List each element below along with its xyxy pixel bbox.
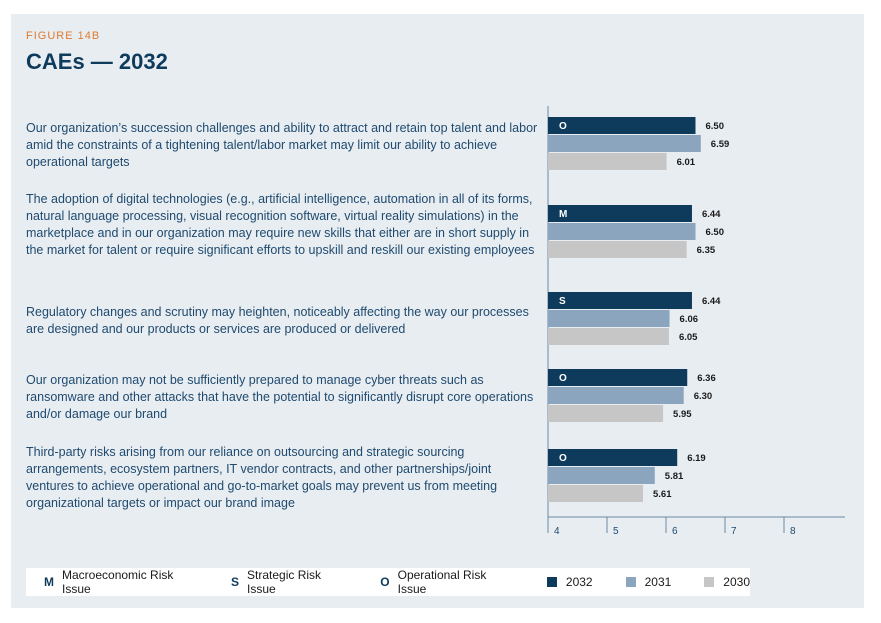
- legend: M Macroeconomic Risk Issue S Strategic R…: [26, 568, 750, 596]
- bar-2031: [548, 135, 701, 152]
- bar-2032: [548, 369, 688, 386]
- legend-year: 2032: [565, 575, 593, 589]
- legend-swatch-2030: [704, 577, 715, 587]
- x-tick-label: 4: [554, 526, 560, 537]
- x-tick-label: 5: [613, 526, 619, 537]
- legend-code: O: [380, 575, 390, 589]
- data-label: 6.06: [680, 314, 699, 325]
- legend-swatch-2032: [546, 577, 557, 587]
- chart-title: CAEs — 2032: [26, 49, 168, 74]
- risk-label-2: The adoption of digital technologies (e.…: [26, 192, 535, 257]
- legend-item-strategic: S Strategic Risk Issue: [231, 568, 348, 596]
- data-label: 6.36: [697, 373, 716, 384]
- risk-label-5: Third-party risks arising from our relia…: [26, 445, 498, 510]
- risk-label-1: Our organization’s succession challenges…: [26, 121, 538, 169]
- legend-item-2031: 2031: [625, 575, 672, 589]
- legend-code: M: [44, 575, 54, 589]
- data-label: 5.61: [653, 489, 672, 500]
- bar-2031: [548, 387, 684, 404]
- legend-item-macroeconomic: M Macroeconomic Risk Issue: [44, 568, 199, 596]
- legend-year: 2031: [644, 575, 672, 589]
- data-label: 6.44: [702, 296, 721, 307]
- bar-2031: [548, 310, 670, 327]
- legend-label: Operational Risk Issue: [397, 568, 487, 596]
- risk-code-label: O: [559, 373, 567, 384]
- legend-item-operational: O Operational Risk Issue: [380, 568, 513, 596]
- x-tick-label: 8: [790, 526, 796, 537]
- bar-2032: [548, 117, 696, 134]
- bar-2030: [548, 153, 667, 170]
- data-label: 6.50: [706, 121, 725, 132]
- bar-2030: [548, 241, 687, 258]
- data-label: 6.50: [706, 227, 725, 238]
- x-tick-label: 7: [731, 526, 737, 537]
- risk-code-label: O: [559, 121, 567, 132]
- data-label: 6.05: [679, 332, 698, 343]
- data-label: 6.44: [702, 209, 721, 220]
- legend-swatch-2031: [625, 577, 636, 587]
- bar-2030: [548, 405, 664, 422]
- data-label: 6.19: [687, 453, 706, 464]
- risk-code-label: M: [559, 209, 567, 220]
- legend-year: 2030: [723, 575, 750, 589]
- legend-item-2032: 2032: [546, 575, 593, 589]
- bar-2032: [548, 205, 692, 222]
- bar-2032: [548, 449, 678, 466]
- data-label: 6.01: [677, 157, 696, 168]
- bar-2031: [548, 467, 655, 484]
- data-label: 5.95: [673, 409, 692, 420]
- data-label: 6.30: [694, 391, 713, 402]
- risk-code-label: S: [559, 296, 566, 307]
- bar-2031: [548, 223, 696, 240]
- figure-label: FIGURE 14B: [26, 30, 101, 42]
- risk-label-4: Our organization may not be sufficiently…: [26, 373, 534, 421]
- legend-code: S: [231, 575, 240, 589]
- x-tick-label: 6: [672, 526, 678, 537]
- bar-2030: [548, 485, 643, 502]
- legend-label: Strategic Risk Issue: [247, 568, 322, 596]
- data-label: 5.81: [665, 471, 684, 482]
- data-label: 6.35: [697, 245, 716, 256]
- risk-code-label: O: [559, 453, 567, 464]
- legend-label: Macroeconomic Risk Issue: [62, 568, 174, 596]
- risk-label-3: Regulatory changes and scrutiny may heig…: [26, 305, 529, 336]
- data-label: 6.59: [711, 139, 730, 150]
- bar-2032: [548, 292, 692, 309]
- figure-panel: [11, 14, 864, 608]
- legend-item-2030: 2030: [704, 575, 750, 589]
- bar-2030: [548, 328, 669, 345]
